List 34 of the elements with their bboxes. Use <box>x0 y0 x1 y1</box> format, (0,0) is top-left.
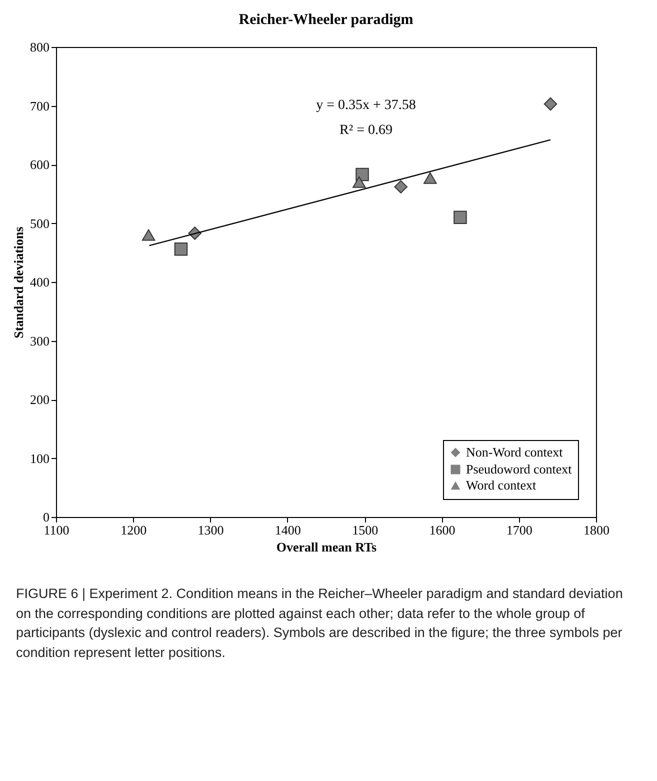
x-tick-label: 1200 <box>120 522 147 538</box>
y-tick-label: 400 <box>30 274 50 290</box>
y-tick-label: 800 <box>30 40 50 54</box>
chart-title: Reicher-Wheeler paradigm <box>238 12 414 28</box>
x-axis-title: Overall mean RTs <box>276 540 377 554</box>
legend-label: Non-Word context <box>466 444 564 460</box>
point <box>424 172 437 184</box>
point <box>454 210 467 224</box>
y-tick-label: 200 <box>30 392 50 407</box>
legend-label: Pseudoword context <box>466 462 572 476</box>
x-tick-label: 1300 <box>198 522 224 538</box>
y-axis-title: Standard deviations <box>11 226 26 338</box>
y-tick-label: 100 <box>30 450 50 466</box>
legend-label: Word context <box>466 478 536 492</box>
y-tick-label: 0 <box>43 510 50 524</box>
x-tick-label: 1500 <box>352 522 378 538</box>
x-tick-label: 1100 <box>44 522 70 538</box>
annotation: y = 0.35x + 37.58 <box>316 98 416 113</box>
point <box>142 229 156 241</box>
point <box>356 168 369 182</box>
x-tick-label: 1600 <box>429 522 456 538</box>
point <box>352 176 366 188</box>
x-tick-label: 1700 <box>506 522 532 538</box>
caption: FIGURE 6 | Experiment 2. Condition means in the Reicher–Wheeler paradigm and standard deviation on the corresponding conditions are plotted against each other; data refer to the whole group of participants (dyslexic and control readers). Symbols are described in the figure; the three symbols per condition represent letter positions. <box>16 585 624 662</box>
y-tick-label: 300 <box>30 333 50 348</box>
point <box>394 180 408 194</box>
annotation: R² = 0.69 <box>340 123 392 138</box>
y-tick-label: 600 <box>30 157 50 172</box>
x-tick-label: 1400 <box>274 522 301 538</box>
point <box>544 97 558 111</box>
y-tick-label: 500 <box>30 216 50 231</box>
point <box>174 242 188 256</box>
x-tick-label: 1800 <box>584 522 610 538</box>
y-tick-label: 700 <box>30 98 50 114</box>
